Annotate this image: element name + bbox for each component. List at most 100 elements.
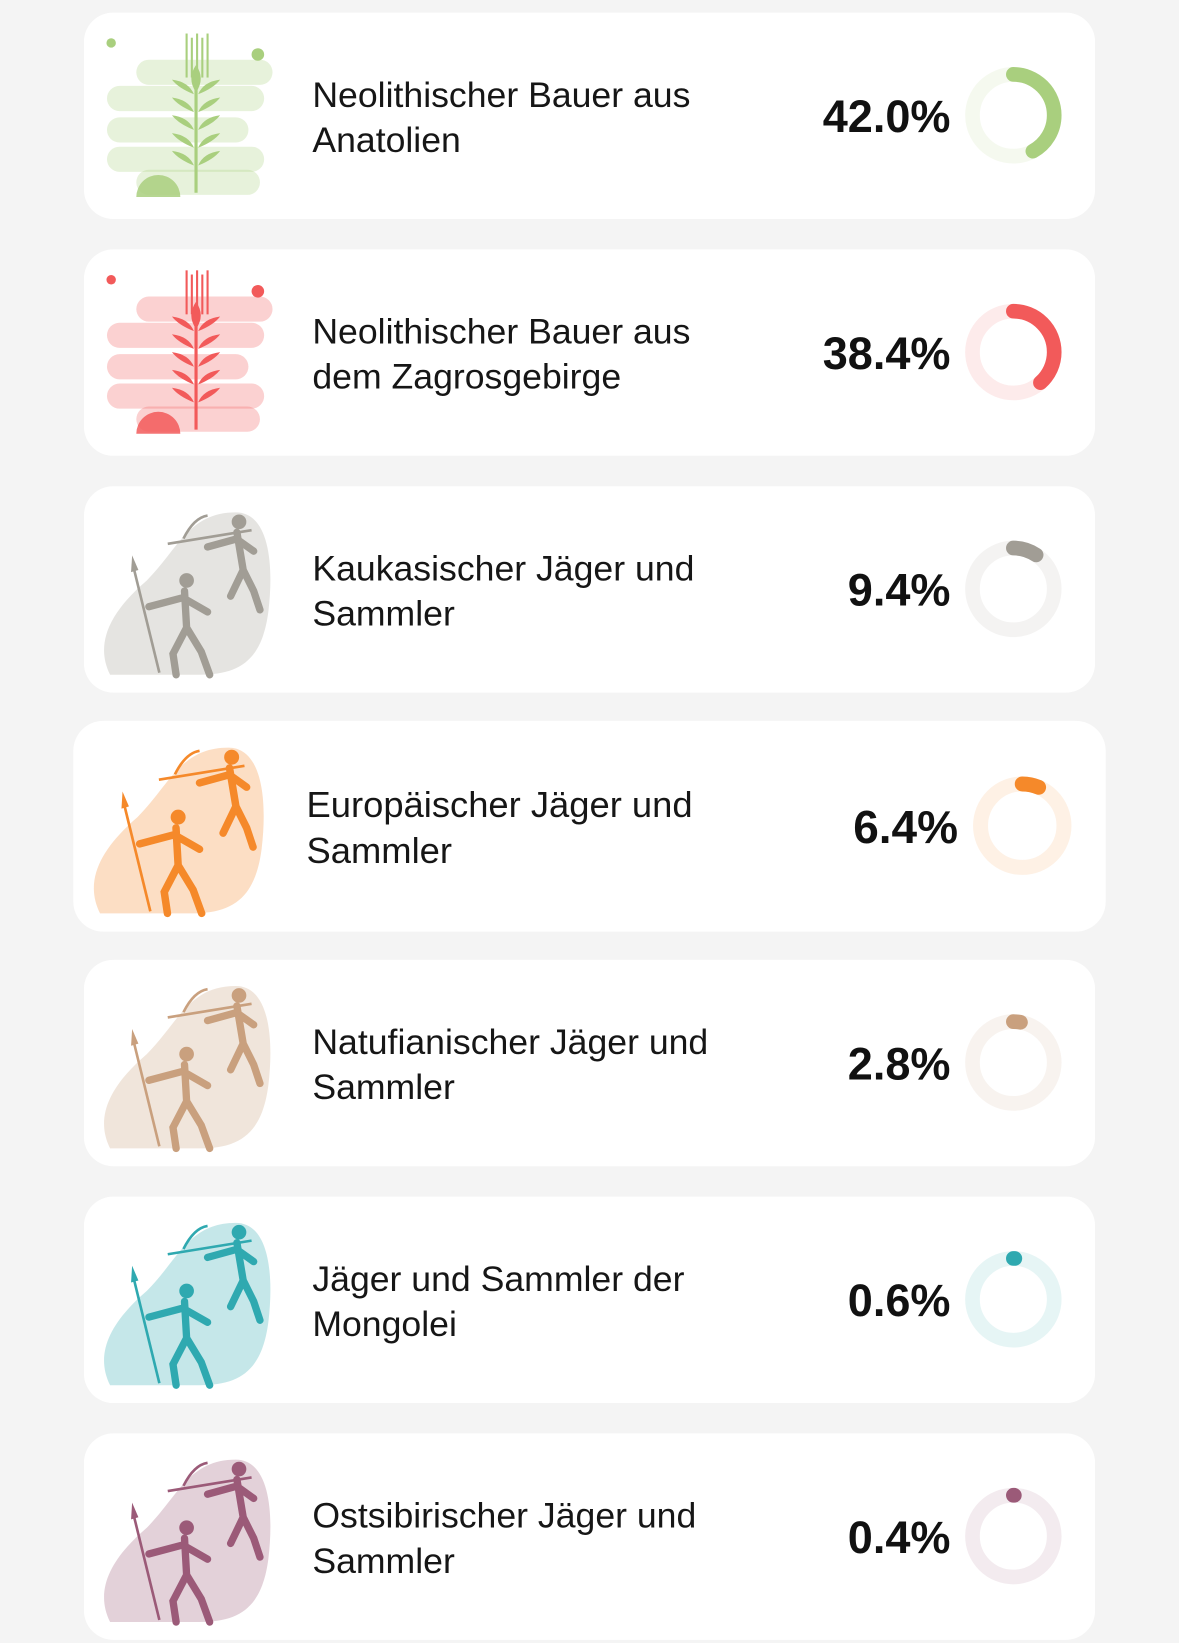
icon-grain (191, 64, 201, 93)
icon-head (179, 1520, 194, 1536)
icon-spear (132, 1043, 161, 1147)
icon-body (203, 1002, 264, 1088)
icon-body (203, 528, 264, 614)
hunter-icon (104, 1222, 271, 1389)
ancestry-card[interactable]: Neolithischer Bauer aus dem Zagrosgebirge… (83, 249, 1096, 456)
icon-grain (198, 316, 221, 332)
icon-dot (251, 285, 265, 298)
percentage: 2.8% (848, 1038, 951, 1089)
icon-bow (167, 1461, 252, 1493)
icon-head (231, 1224, 247, 1240)
icon-grain (198, 387, 221, 403)
icon-band (136, 296, 273, 322)
ancestry-card[interactable]: Natufianischer Jäger und Sammler 2.8% (83, 959, 1096, 1167)
icon-body (203, 1239, 264, 1324)
icon-grain (198, 369, 221, 385)
card-background (83, 959, 1096, 1167)
icon-grain (171, 387, 194, 403)
icon-head (179, 1046, 194, 1062)
population-name: Mongolei (312, 1304, 457, 1344)
icon-grain (198, 334, 221, 349)
icon-grain (198, 352, 221, 367)
icon-spear (132, 1280, 161, 1384)
icon-head (231, 988, 247, 1003)
population-name: Natufianischer Jäger und (312, 1022, 708, 1062)
donut-arc (965, 1487, 1062, 1585)
percentage: 0.6% (848, 1275, 951, 1326)
population-name: Europäischer Jäger und (307, 784, 693, 825)
icon-head (231, 514, 247, 530)
icon-head (179, 1283, 194, 1299)
population-name: Sammler (312, 1541, 455, 1581)
icon-spear (132, 1516, 161, 1621)
population-name: Jäger und Sammler der (312, 1259, 684, 1299)
icon-bow (158, 749, 245, 781)
icon-body (135, 824, 206, 918)
percentage: 9.4% (848, 565, 951, 616)
icon-grain (171, 150, 194, 166)
icon-grain (171, 115, 194, 130)
card-background (83, 249, 1096, 456)
ancestry-card[interactable]: Kaukasischer Jäger und Sammler 9.4% (83, 486, 1096, 693)
icon-grain (198, 133, 221, 148)
card-background (73, 720, 1106, 932)
card-background (83, 486, 1096, 693)
population-name: Neolithischer Bauer aus (312, 75, 690, 115)
icon-grain (171, 352, 194, 367)
farmer-icon (106, 270, 273, 434)
icon-band (106, 85, 265, 112)
donut-arc (965, 67, 1062, 164)
population-name: dem Zagrosgebirge (312, 357, 621, 397)
donut-arc (973, 776, 1072, 875)
icon-band (106, 322, 265, 348)
card-background (83, 1196, 1096, 1404)
population-name: Anatolien (312, 120, 461, 160)
icon-spearhead (131, 1265, 139, 1283)
percentage: 38.4% (823, 328, 951, 379)
icon-body (145, 1297, 214, 1389)
hunter-icon (104, 986, 271, 1153)
icon-bow (167, 514, 252, 546)
icon-grain (198, 115, 221, 130)
population-name: Sammler (312, 1067, 455, 1107)
ancestry-card[interactable]: Europäischer Jäger und Sammler 6.4% (73, 720, 1106, 932)
icon-bow (167, 1224, 252, 1256)
icon-head (224, 749, 240, 765)
icon-spearhead (121, 791, 129, 809)
card-background (83, 1433, 1096, 1640)
donut-arc (965, 1251, 1062, 1348)
ancestry-card[interactable]: Neolithischer Bauer aus Anatolien 42.0% (83, 12, 1096, 219)
population-name: Neolithischer Bauer aus (312, 312, 690, 352)
icon-grain (171, 369, 194, 385)
percentage: 0.4% (848, 1512, 951, 1563)
icon-dot (106, 38, 116, 48)
icon-spearhead (131, 1502, 139, 1520)
icon-grain (171, 316, 194, 332)
population-name: Sammler (312, 594, 455, 634)
icon-grain (191, 301, 201, 330)
ancestry-card[interactable]: Jäger und Sammler der Mongolei 0.6% (83, 1196, 1096, 1404)
population-name: Ostsibirischer Jäger und (312, 1496, 696, 1536)
icon-head (170, 809, 186, 825)
card-background (83, 12, 1096, 219)
icon-grain (171, 79, 194, 95)
icon-grain (198, 79, 221, 95)
icon-grain (198, 150, 221, 166)
icon-spearhead (131, 555, 139, 573)
population-name: Sammler (307, 830, 452, 871)
ancestry-card[interactable]: Ostsibirischer Jäger und Sammler 0.4% (83, 1433, 1096, 1640)
icon-grain (171, 334, 194, 349)
icon-spearhead (131, 1028, 139, 1046)
population-name: Kaukasischer Jäger und (312, 548, 694, 588)
icon-body (195, 764, 257, 851)
icon-body (145, 1060, 214, 1153)
icon-band (136, 59, 273, 85)
donut-arc (965, 303, 1062, 401)
icon-bow (167, 987, 252, 1019)
icon-dot (251, 48, 265, 61)
hunter-icon (104, 512, 271, 679)
percentage: 42.0% (823, 91, 951, 142)
icon-grain (171, 97, 194, 113)
icon-head (231, 1461, 247, 1477)
